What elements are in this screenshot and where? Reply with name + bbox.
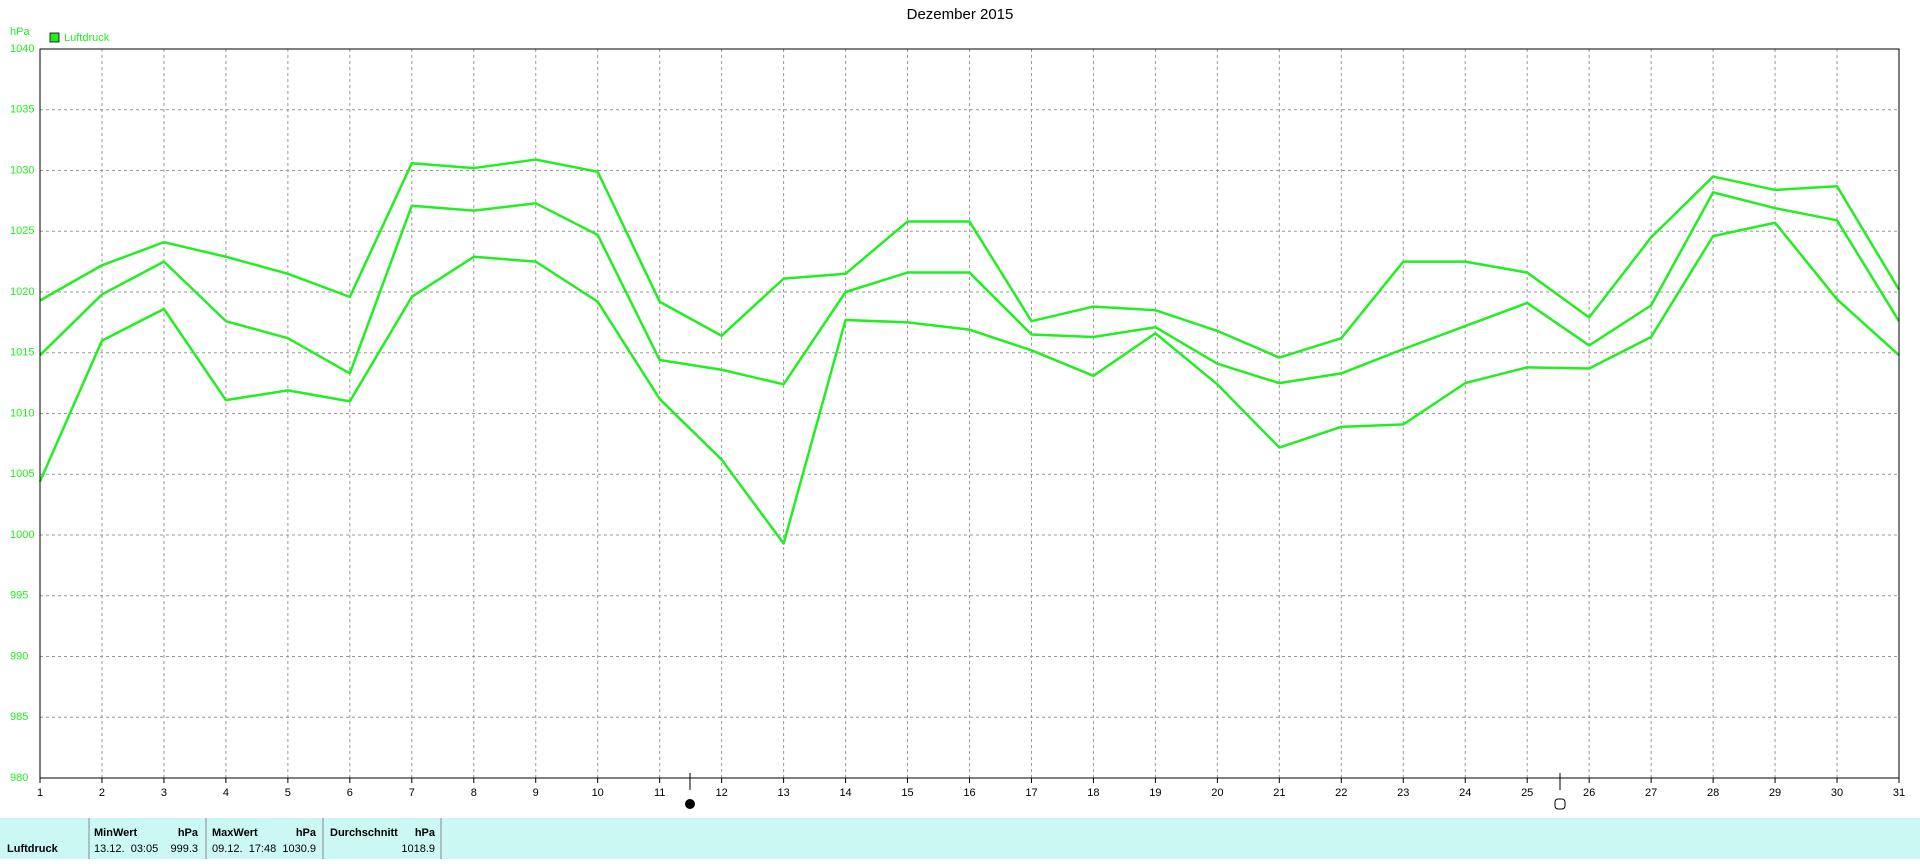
x-tick-label: 9: [533, 787, 539, 799]
y-tick-label: 980: [10, 772, 28, 784]
x-tick-label: 5: [285, 787, 291, 799]
max-value: 1030.9: [282, 843, 316, 855]
line-series: [39, 158, 1901, 359]
x-tick-label: 22: [1335, 787, 1347, 799]
x-tick-label: 25: [1521, 787, 1533, 799]
x-tick-label: 31: [1893, 787, 1905, 799]
summary-table: Luftdruck MinWert hPa 13.12. 03:05 999.3…: [0, 818, 1920, 859]
min-unit: hPa: [178, 827, 199, 839]
x-tick-label: 15: [901, 787, 913, 799]
x-tick-label: 24: [1459, 787, 1471, 799]
min-value: 999.3: [170, 843, 198, 855]
y-axis-label: hPa: [10, 26, 30, 38]
avg-value: 1018.9: [401, 843, 435, 855]
avg-unit: hPa: [415, 827, 436, 839]
x-tick-label: 28: [1707, 787, 1719, 799]
y-tick-label: 990: [10, 650, 28, 662]
min-header: MinWert: [94, 827, 138, 839]
legend-label: Luftdruck: [64, 32, 110, 44]
x-tick-label: 17: [1025, 787, 1037, 799]
x-tick-label: 8: [471, 787, 477, 799]
max-time: 09.12. 17:48: [212, 843, 276, 855]
moon-markers: [685, 773, 1566, 810]
plot-frame: [39, 48, 1900, 779]
x-tick-label: 20: [1211, 787, 1223, 799]
chart-title: Dezember 2015: [907, 6, 1014, 23]
new-moon-icon: [685, 799, 695, 809]
x-tick-label: 12: [716, 787, 728, 799]
y-tick-label: 1010: [10, 407, 34, 419]
x-tick-label: 7: [409, 787, 415, 799]
y-tick-label: 1035: [10, 104, 34, 116]
y-tick-label: 1040: [10, 43, 34, 55]
x-tick-label: 23: [1397, 787, 1409, 799]
plot: 9809859909951000100510101015102010251030…: [10, 43, 1905, 799]
y-tick-label: 1000: [10, 529, 34, 541]
y-tick-label: 1030: [10, 164, 34, 176]
x-tick-label: 29: [1769, 787, 1781, 799]
x-tick-label: 16: [963, 787, 975, 799]
y-tick-label: 1025: [10, 225, 34, 237]
table-band: [0, 818, 1920, 859]
x-tick-label: 2: [99, 787, 105, 799]
row-label: Luftdruck: [7, 843, 59, 855]
x-tick-label: 13: [777, 787, 789, 799]
x-tick-label: 10: [592, 787, 604, 799]
x-tick-label: 4: [223, 787, 229, 799]
x-tick-label: 1: [37, 787, 43, 799]
legend-swatch: [49, 32, 60, 43]
x-tick-label: 26: [1583, 787, 1595, 799]
x-tick-label: 30: [1831, 787, 1843, 799]
x-tick-label: 14: [839, 787, 851, 799]
line-series: [38, 221, 1900, 545]
x-tick-label: 3: [161, 787, 167, 799]
y-tick-label: 1005: [10, 468, 34, 480]
max-header: MaxWert: [212, 827, 258, 839]
y-tick-label: 1015: [10, 347, 34, 359]
x-tick-label: 21: [1273, 787, 1285, 799]
y-tick-label: 1020: [10, 286, 34, 298]
x-tick-label: 27: [1645, 787, 1657, 799]
x-tick-label: 11: [654, 787, 665, 799]
y-tick-label: 995: [10, 590, 28, 602]
min-time: 13.12. 03:05: [94, 843, 158, 855]
x-tick-label: 18: [1087, 787, 1099, 799]
x-tick-label: 6: [347, 787, 353, 799]
avg-header: Durchschnitt: [330, 827, 398, 839]
x-tick-label: 19: [1149, 787, 1161, 799]
y-tick-label: 985: [10, 711, 28, 723]
full-moon-icon: [1554, 798, 1566, 810]
line-series: [39, 191, 1901, 386]
max-unit: hPa: [296, 827, 317, 839]
